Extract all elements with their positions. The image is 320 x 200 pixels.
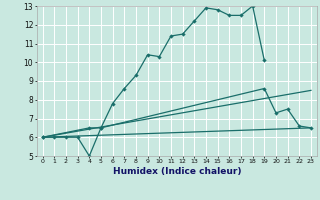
X-axis label: Humidex (Indice chaleur): Humidex (Indice chaleur)	[113, 167, 241, 176]
